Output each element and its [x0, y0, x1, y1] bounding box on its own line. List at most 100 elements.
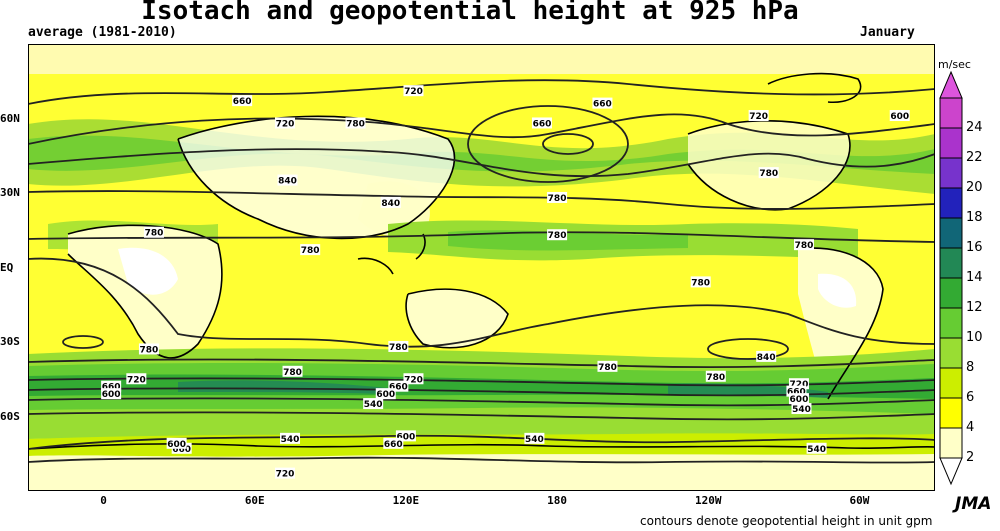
contour-label: 840: [277, 174, 298, 187]
contour-label: 660: [101, 380, 122, 393]
contour-label-text: 600: [167, 440, 186, 450]
contour-label: 780: [547, 229, 568, 241]
colorbar-min-triangle: [939, 457, 963, 486]
contour-label-text: 780: [301, 246, 320, 256]
colorbar-tick-label: 14: [966, 270, 983, 285]
colorbar-tick-label: 20: [966, 180, 983, 195]
contour-label-text: 540: [364, 400, 383, 410]
contour-label: 780: [758, 167, 779, 179]
colorbar-tick-label: 10: [966, 330, 983, 345]
jma-logo: JMA: [955, 494, 992, 514]
contour-label: 720: [126, 373, 147, 385]
colorbar-segment: [939, 337, 963, 369]
contour-label: 660: [531, 117, 552, 129]
contour-label-text: 840: [757, 353, 776, 363]
colorbar-tick-label: 2: [966, 450, 975, 465]
contour-label-text: 720: [790, 380, 809, 390]
contour-label-text: 660: [102, 383, 121, 393]
colorbar-tick-label: 8: [966, 360, 975, 375]
lat-label: EQ: [0, 260, 14, 274]
contour-label-text: 840: [381, 199, 400, 209]
contour-label: 600: [788, 393, 809, 405]
contour-label: 840: [380, 196, 401, 209]
contour-label: 540: [524, 432, 545, 445]
contour-label: 780: [690, 276, 711, 288]
contour-label: 660: [388, 380, 409, 393]
contour-label-text: 660: [787, 388, 806, 398]
period-label: average (1981-2010): [28, 25, 177, 40]
colorbar-tick-label: 24: [966, 120, 983, 135]
contour-label: 780: [300, 244, 321, 256]
contour-label: 780: [705, 370, 726, 383]
contour-label: 660: [786, 385, 807, 398]
contour-label: 660: [232, 95, 253, 107]
contour-label: 600: [395, 430, 416, 442]
lat-label: 30S: [0, 335, 20, 348]
contour-label-text: 660: [389, 383, 408, 393]
contour-label-text: 720: [404, 375, 423, 385]
lon-label: 60W: [849, 494, 870, 507]
footnote: contours denote geopotential height in u…: [640, 514, 933, 528]
chart-title: Isotach and geopotential height at 925 h…: [141, 0, 799, 26]
contour-label-text: 780: [795, 241, 814, 251]
contour-label-text: 840: [278, 177, 297, 187]
contour-label: 720: [274, 467, 295, 480]
colorbar-segment: [939, 127, 963, 159]
contour-label: 720: [788, 378, 809, 390]
contour-label: 780: [388, 340, 409, 353]
contour-label-text: 660: [384, 440, 403, 450]
contour-label-text: 780: [389, 343, 408, 353]
contour-label: 780: [282, 365, 303, 378]
colorbar-max-triangle: [939, 70, 963, 99]
colorbar-segment: [939, 157, 963, 189]
contour-label-text: 540: [792, 405, 811, 415]
contour-label-text: 720: [404, 87, 423, 97]
lon-label: 120E: [392, 494, 420, 507]
contour-label-text: 780: [706, 373, 725, 383]
contour-label: 780: [138, 343, 159, 355]
contour-label-text: 600: [376, 390, 395, 400]
colorbar-tick-label: 22: [966, 150, 983, 165]
contour-label-text: 780: [140, 345, 159, 355]
contour-label: 720: [274, 117, 295, 129]
contour-label-text: 720: [276, 119, 295, 129]
contour-label-text: 660: [172, 445, 191, 455]
contour-label: 720: [403, 85, 424, 97]
colorbar-tick-label: 6: [966, 390, 975, 405]
contour-label: 780: [345, 117, 366, 129]
colorbar-tick-label: 16: [966, 240, 983, 255]
contour-label-text: 600: [890, 112, 909, 122]
colorbar-segment: [939, 97, 963, 129]
contour-label: 720: [748, 110, 769, 122]
contour-label-text: 780: [346, 119, 365, 129]
contour-label: 600: [889, 110, 910, 122]
contour-label: 540: [791, 403, 812, 415]
colorbar-segment: [939, 187, 963, 219]
contour-label-text: 600: [102, 390, 121, 400]
contour-label: 780: [547, 191, 568, 204]
contour-label: 540: [806, 442, 827, 455]
world-map: 660 720 660 720 600 720 780 660 840 840 780 780 780 7…: [28, 44, 935, 491]
lon-label: 120W: [695, 494, 722, 507]
colorbar-tick-label: 18: [966, 210, 983, 225]
contour-label-text: 660: [593, 100, 612, 110]
contour-label-text: 780: [691, 278, 710, 288]
contour-label-text: 600: [790, 395, 809, 405]
colorbar: [939, 70, 963, 486]
colorbar-unit: m/sec: [938, 58, 971, 71]
contour-label: 780: [793, 239, 814, 251]
contour-label: 720: [403, 373, 424, 385]
contour-label: 780: [143, 226, 164, 239]
colorbar-tick-label: 12: [966, 300, 983, 315]
colorbar-segment: [939, 307, 963, 339]
contour-label-text: 540: [281, 435, 300, 445]
month-label: January: [860, 25, 915, 40]
contour-label-text: 780: [145, 229, 164, 239]
contour-label-text: 780: [548, 194, 567, 204]
lat-label: 30N: [0, 186, 20, 199]
colorbar-segment: [939, 217, 963, 249]
contour-label: 600: [166, 437, 187, 450]
contour-label-text: 720: [276, 470, 295, 480]
contour-label: 660: [383, 437, 404, 450]
